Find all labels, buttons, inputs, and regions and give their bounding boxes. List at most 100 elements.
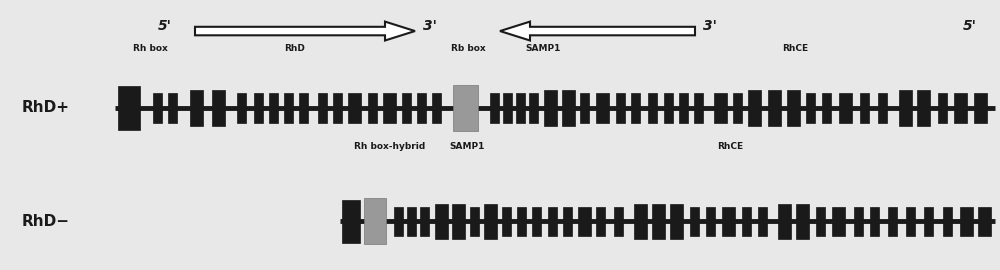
Bar [516, 93, 525, 123]
Text: Rh box-hybrid: Rh box-hybrid [354, 142, 426, 151]
Bar [237, 93, 246, 123]
Text: RhD−: RhD− [22, 214, 70, 229]
Bar [299, 93, 308, 123]
FancyArrow shape [500, 22, 695, 40]
Bar [917, 90, 930, 126]
Bar [854, 207, 863, 236]
Bar [529, 93, 538, 123]
Bar [544, 90, 557, 126]
Bar [420, 207, 429, 236]
Bar [634, 204, 647, 239]
Bar [484, 204, 497, 239]
Text: RhD: RhD [285, 44, 305, 53]
Bar [118, 86, 140, 130]
Bar [402, 93, 411, 123]
Bar [432, 93, 441, 123]
Bar [796, 204, 809, 239]
Bar [954, 93, 967, 123]
Bar [664, 93, 673, 123]
Bar [706, 207, 715, 236]
Bar [860, 93, 869, 123]
Bar [168, 93, 177, 123]
Bar [548, 207, 557, 236]
Text: 3': 3' [423, 19, 437, 33]
Bar [694, 93, 703, 123]
FancyArrow shape [195, 22, 415, 40]
Bar [960, 207, 973, 236]
Bar [580, 93, 589, 123]
Text: RhCE: RhCE [717, 142, 743, 151]
Bar [490, 93, 499, 123]
Text: 3': 3' [703, 19, 717, 33]
Bar [878, 93, 887, 123]
Bar [348, 93, 361, 123]
Bar [517, 207, 526, 236]
Bar [978, 207, 991, 236]
Bar [269, 93, 278, 123]
Bar [631, 93, 640, 123]
Bar [943, 207, 952, 236]
Bar [614, 207, 623, 236]
Bar [778, 204, 791, 239]
Bar [670, 204, 683, 239]
Text: RhD+: RhD+ [22, 100, 70, 116]
Bar [839, 93, 852, 123]
Text: 5': 5' [158, 19, 172, 33]
Bar [212, 90, 225, 126]
Bar [733, 93, 742, 123]
Bar [394, 207, 403, 236]
Bar [679, 93, 688, 123]
Bar [832, 207, 845, 236]
Bar [870, 207, 879, 236]
Bar [153, 93, 162, 123]
Text: SAMP1: SAMP1 [449, 142, 485, 151]
Text: RhCE: RhCE [782, 44, 808, 53]
Bar [503, 93, 512, 123]
Bar [333, 93, 342, 123]
Bar [435, 204, 448, 239]
Bar [364, 198, 386, 244]
Bar [888, 207, 897, 236]
Text: Rh box: Rh box [133, 44, 167, 53]
Bar [578, 207, 591, 236]
Bar [417, 93, 426, 123]
Bar [562, 90, 575, 126]
Bar [342, 200, 360, 243]
Bar [924, 207, 933, 236]
Bar [648, 93, 657, 123]
Text: 5': 5' [963, 19, 977, 33]
Bar [318, 93, 327, 123]
Bar [906, 207, 915, 236]
Bar [748, 90, 761, 126]
Bar [596, 93, 609, 123]
Bar [974, 93, 987, 123]
Bar [899, 90, 912, 126]
Bar [470, 207, 479, 236]
Bar [284, 93, 293, 123]
Bar [822, 93, 831, 123]
Bar [254, 93, 263, 123]
Bar [758, 207, 767, 236]
Bar [742, 207, 751, 236]
Bar [596, 207, 605, 236]
Text: SAMP1: SAMP1 [525, 44, 561, 53]
Text: Rb box: Rb box [451, 44, 485, 53]
Bar [502, 207, 511, 236]
Bar [806, 93, 815, 123]
Bar [652, 204, 665, 239]
Bar [722, 207, 735, 236]
Bar [407, 207, 416, 236]
Bar [938, 93, 947, 123]
Bar [532, 207, 541, 236]
Bar [453, 85, 478, 131]
Bar [690, 207, 699, 236]
Bar [383, 93, 396, 123]
Bar [563, 207, 572, 236]
Bar [368, 93, 377, 123]
Bar [816, 207, 825, 236]
Bar [452, 204, 465, 239]
Bar [616, 93, 625, 123]
Bar [190, 90, 203, 126]
Bar [714, 93, 727, 123]
Bar [768, 90, 781, 126]
